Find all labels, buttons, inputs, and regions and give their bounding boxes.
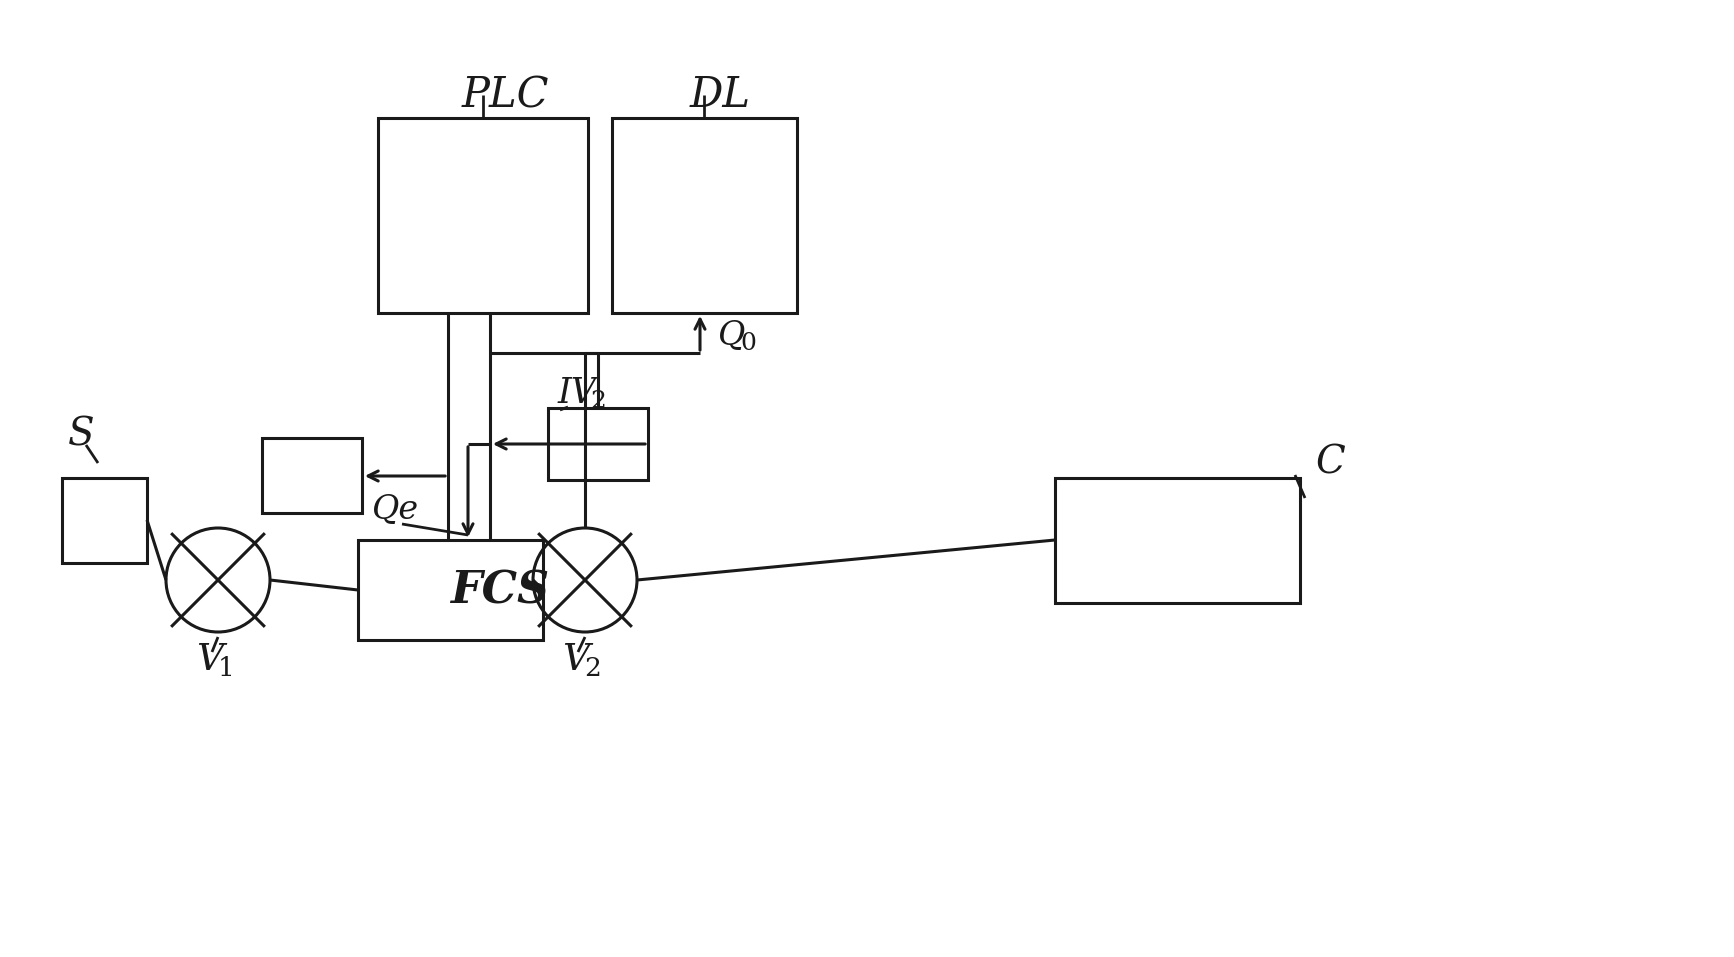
Text: C: C: [1314, 444, 1346, 481]
Text: V: V: [562, 642, 590, 678]
Text: 1: 1: [218, 656, 234, 680]
Text: DL: DL: [690, 74, 751, 116]
Text: Q: Q: [718, 320, 746, 352]
Text: FCS: FCS: [451, 569, 550, 612]
Bar: [262, 438, 362, 513]
Bar: [62, 478, 147, 563]
Bar: [1054, 478, 1300, 603]
Text: IV: IV: [558, 376, 596, 410]
Bar: [357, 540, 543, 640]
Text: 2: 2: [584, 656, 602, 680]
Bar: [378, 118, 588, 313]
Text: 0: 0: [740, 332, 756, 355]
Text: PLC: PLC: [461, 74, 550, 116]
Text: V: V: [196, 642, 224, 678]
Text: 2: 2: [590, 389, 605, 412]
Text: Qe: Qe: [373, 494, 420, 526]
Bar: [548, 408, 649, 480]
Text: S: S: [68, 416, 95, 454]
Bar: [612, 118, 798, 313]
